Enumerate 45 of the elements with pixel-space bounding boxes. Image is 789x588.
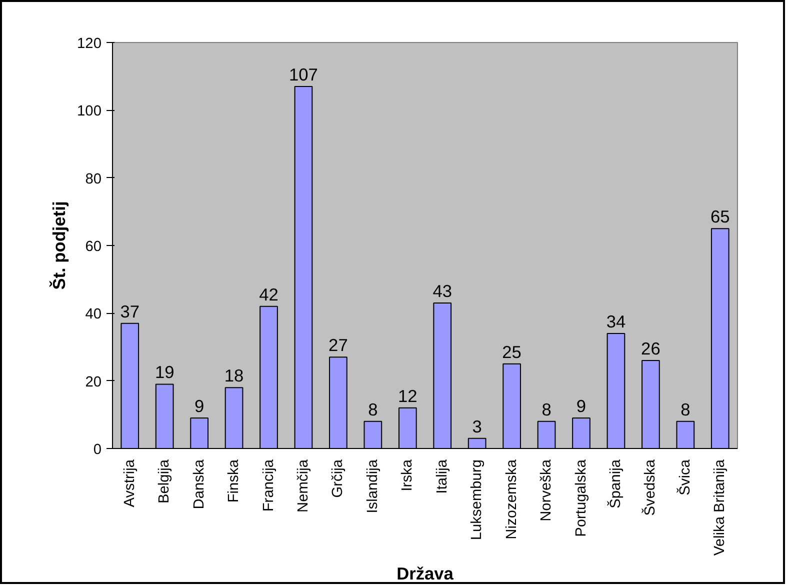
data-label: 107 <box>289 64 318 84</box>
data-label: 8 <box>368 399 378 420</box>
y-tick-label: 80 <box>85 171 102 188</box>
x-tick-label: Danska <box>191 458 208 510</box>
y-axis-title: Št. podjetij <box>49 201 70 290</box>
x-tick-label: Grčija <box>330 458 346 498</box>
x-tick-label: Finska <box>226 458 242 503</box>
x-tick-label: Nizozemska <box>504 458 520 540</box>
y-tick-label: 40 <box>85 306 102 323</box>
data-label: 9 <box>194 396 204 416</box>
data-label: 8 <box>542 399 552 420</box>
data-label: 26 <box>641 338 660 359</box>
data-label: 12 <box>398 386 418 406</box>
x-tick-label: Švica <box>676 458 694 496</box>
x-axis-title: Država <box>396 564 454 584</box>
data-label: 43 <box>432 281 452 302</box>
x-tick-label: Velika Britanija <box>712 458 728 556</box>
data-label: 18 <box>224 366 244 386</box>
y-tick-label: 60 <box>85 239 102 255</box>
data-label: 42 <box>259 284 278 304</box>
x-tick-label: Portugalska <box>573 458 590 537</box>
x-tick-label: Norveška <box>538 458 555 522</box>
data-label: 34 <box>606 311 626 332</box>
data-label: 27 <box>328 335 348 356</box>
data-label: 37 <box>120 301 140 322</box>
y-tick-label: 20 <box>85 374 102 390</box>
data-label: 8 <box>680 399 690 420</box>
y-tick-label: 100 <box>77 104 102 120</box>
x-tick-label: Nemčija <box>295 458 312 512</box>
data-label: 19 <box>154 362 174 382</box>
x-tick-label: Španija <box>606 458 624 508</box>
data-label: 3 <box>472 416 482 436</box>
x-tick-label: Francija <box>260 458 277 512</box>
data-label: 9 <box>576 396 586 416</box>
data-label: 65 <box>710 206 730 227</box>
x-tick-label: Islandija <box>364 458 381 514</box>
x-tick-label: Belgija <box>156 458 173 504</box>
x-tick-label: Avstrija <box>122 458 138 508</box>
x-tick-label: Luksemburg <box>469 459 486 540</box>
x-tick-label: Italija <box>434 458 450 494</box>
y-tick-label: 120 <box>77 36 102 52</box>
x-tick-label: Irska <box>400 458 416 492</box>
data-label: 25 <box>502 342 522 362</box>
x-tick-label: Švedska <box>642 458 659 516</box>
y-tick-label: 0 <box>93 442 102 458</box>
